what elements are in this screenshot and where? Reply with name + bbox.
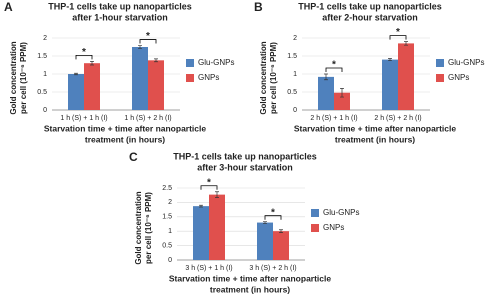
legend-label: Glu-GNPs [323, 208, 359, 217]
y-tick-label: 2.5 [162, 185, 172, 192]
bar [398, 43, 414, 110]
y-tick-label: 1 [293, 71, 297, 78]
x-tick-label: 2 h (S) + 1 h (I) [310, 115, 357, 122]
chart-title: after 1-hour starvation [72, 12, 168, 22]
x-tick-label: 1 h (S) + 1 h (I) [60, 115, 107, 122]
significance-mark: * [332, 60, 336, 71]
legend-label: Glu-GNPs [448, 58, 484, 67]
y-axis-label: Gold concentration [9, 41, 18, 114]
legend-swatch [311, 209, 319, 217]
panel-label: B [254, 0, 263, 14]
x-tick-label: 2 h (S) + 2 h (I) [374, 115, 421, 122]
bar [84, 63, 100, 110]
y-tick-label: 0 [293, 107, 297, 114]
x-tick-label: 3 h (S) + 1 h (I) [185, 265, 232, 272]
y-axis-label: Gold concentration [259, 41, 268, 114]
legend-swatch [186, 74, 194, 82]
chart-panel: A THP-1 cells take up nanoparticlesafter … [4, 0, 234, 144]
legend-swatch [436, 59, 444, 67]
significance-bracket [264, 215, 282, 220]
x-tick-label: 3 h (S) + 2 h (I) [249, 265, 296, 272]
chart-title: after 3-hour starvation [197, 162, 293, 172]
y-tick-label: 0 [168, 257, 172, 264]
legend-label: Glu-GNPs [198, 58, 234, 67]
significance-bracket [325, 67, 343, 72]
chart-title: after 2-hour starvation [322, 12, 418, 22]
panel-label: A [4, 0, 13, 14]
y-tick-label: 1.5 [287, 53, 297, 60]
y-tick-label: 1.5 [162, 214, 172, 221]
panel-label: C [129, 150, 138, 164]
x-axis-label: Starvation time + time after nanoparticl… [44, 123, 207, 133]
error-bar [404, 41, 408, 46]
significance-mark: * [207, 177, 211, 188]
bar [148, 60, 164, 110]
x-tick-label: 1 h (S) + 2 h (I) [124, 115, 171, 122]
x-axis-label: treatment (in hours) [210, 284, 290, 294]
significance-bracket [139, 39, 157, 44]
error-bar [279, 229, 283, 233]
legend-label: GNPs [448, 73, 469, 82]
chart-title: THP-1 cells take up nanoparticles [298, 1, 442, 11]
legend-swatch [436, 74, 444, 82]
y-tick-label: 1.5 [37, 53, 47, 60]
y-tick-label: 2 [293, 35, 297, 42]
bar [68, 74, 84, 110]
bar [382, 59, 398, 110]
y-tick-label: 0.5 [37, 89, 47, 96]
significance-mark: * [146, 31, 150, 42]
x-axis-label: treatment (in hours) [335, 134, 415, 144]
bar [334, 92, 350, 110]
significance-mark: * [82, 47, 86, 58]
y-axis-label: per cell (10⁻⁶ PPM) [144, 192, 153, 264]
chart-panel: C THP-1 cells take up nanoparticlesafter … [129, 150, 359, 294]
y-axis-label: Gold concentration [134, 191, 143, 264]
error-bar [215, 191, 219, 198]
bar [132, 47, 148, 110]
bar [273, 231, 289, 260]
x-axis-label: treatment (in hours) [85, 134, 165, 144]
bar [257, 222, 273, 260]
error-bar [74, 72, 78, 76]
y-tick-label: 1 [168, 228, 172, 235]
error-bar [340, 88, 344, 98]
y-tick-label: 0 [43, 107, 47, 114]
significance-mark: * [271, 207, 275, 218]
chart-panel: B THP-1 cells take up nanoparticlesafter … [254, 0, 484, 144]
x-axis-label: Starvation time + time after nanoparticl… [294, 123, 457, 133]
error-bar [263, 221, 267, 224]
significance-mark: * [396, 27, 400, 38]
significance-bracket [200, 185, 218, 190]
error-bar [138, 45, 142, 49]
error-bar [90, 61, 94, 66]
bar [209, 194, 225, 260]
y-tick-label: 2 [168, 199, 172, 206]
y-tick-label: 0.5 [287, 89, 297, 96]
significance-bracket [75, 55, 93, 60]
error-bar [324, 73, 328, 81]
significance-bracket [389, 35, 407, 40]
error-bar [154, 58, 158, 63]
y-tick-label: 0.5 [162, 242, 172, 249]
chart-title: THP-1 cells take up nanoparticles [48, 1, 192, 11]
y-axis-label: per cell (10⁻⁶ PPM) [19, 42, 28, 114]
bar [193, 206, 209, 260]
error-bar [388, 58, 392, 62]
y-tick-label: 2 [43, 35, 47, 42]
chart-title: THP-1 cells take up nanoparticles [173, 151, 317, 161]
x-axis-label: Starvation time + time after nanoparticl… [169, 273, 332, 283]
error-bar [199, 204, 203, 208]
legend-label: GNPs [323, 223, 344, 232]
legend-swatch [186, 59, 194, 67]
legend-swatch [311, 224, 319, 232]
bar [318, 76, 334, 110]
legend-label: GNPs [198, 73, 219, 82]
y-axis-label: per cell (10⁻⁶ PPM) [269, 42, 278, 114]
y-tick-label: 1 [43, 71, 47, 78]
